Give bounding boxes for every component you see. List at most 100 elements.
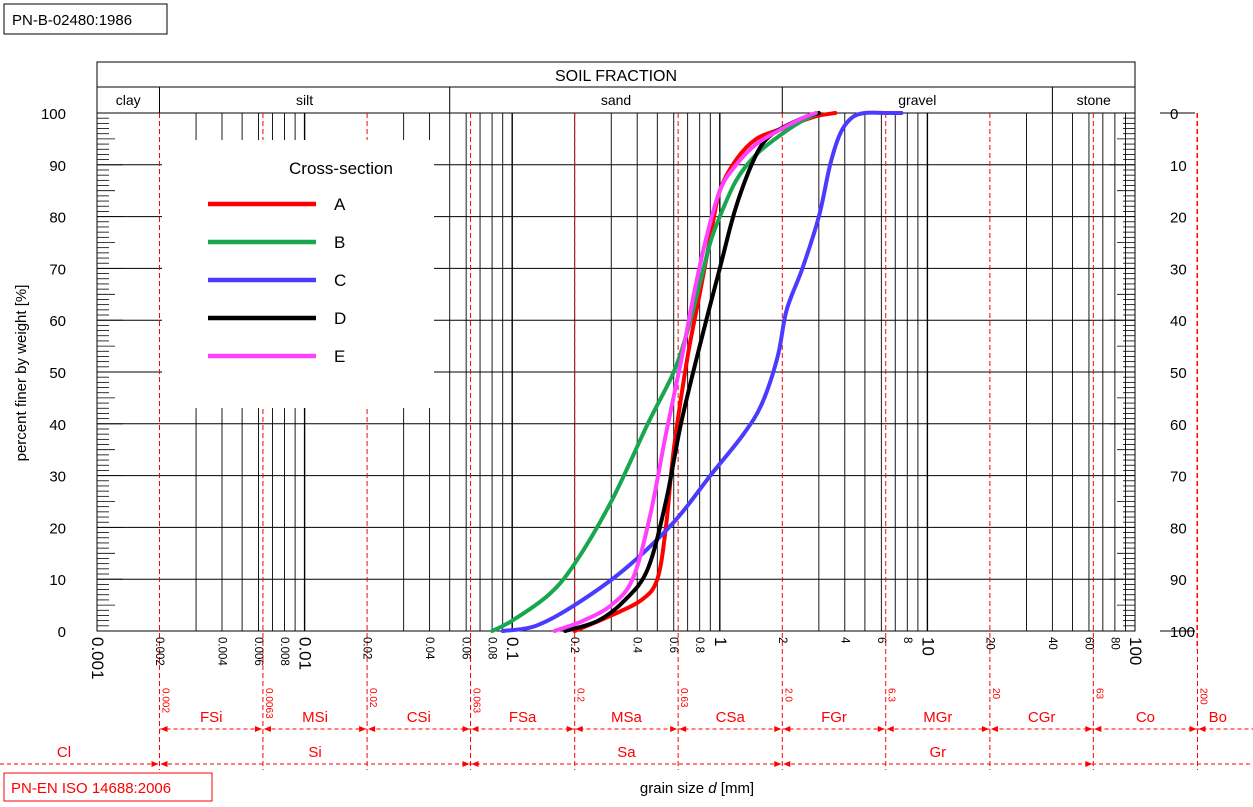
x-tick-label: 0.04: [423, 637, 435, 660]
iso-arrowhead: [679, 726, 687, 732]
x-tick-label: 0.2: [568, 637, 580, 653]
x-axis-title-prefix: grain size: [640, 780, 708, 797]
x-axis-title-suffix: [mm]: [717, 780, 755, 797]
x-tick-label: 0.002: [153, 637, 165, 666]
x-tick-label: 0.06: [460, 637, 472, 659]
x-tick-label: 0.01: [296, 637, 315, 670]
x-tick-label: 0.006: [252, 637, 264, 666]
iso-sub-label-Co: Co: [1136, 709, 1155, 726]
iso-boundary-value: 2.0: [782, 688, 793, 702]
iso-arrowhead: [774, 726, 782, 732]
legend-title: Cross-section: [289, 159, 393, 178]
iso-arrowhead: [1198, 726, 1206, 732]
y-tick-label-left: 90: [49, 158, 66, 175]
x-tick-label: 0.8: [693, 637, 705, 653]
y-tick-label-left: 40: [49, 417, 66, 434]
iso-boundary-value: 0.02: [367, 688, 378, 708]
x-tick-label: 0.004: [215, 637, 227, 666]
iso-boundary-value: 200: [1197, 688, 1208, 705]
x-axis-title-var: d: [708, 780, 717, 797]
iso-arrowhead: [471, 761, 479, 767]
iso-boundary-value: 63: [1093, 688, 1104, 700]
fraction-label-sand: sand: [601, 92, 631, 108]
x-tick-label: 60: [1082, 637, 1094, 650]
axes: 0102030405060708090100100908070605040302…: [41, 106, 1198, 680]
y-tick-label-left: 70: [49, 261, 66, 278]
iso-sub-label-MSi: MSi: [302, 709, 328, 726]
x-tick-label: 80: [1108, 637, 1120, 650]
fraction-label-stone: stone: [1077, 92, 1111, 108]
iso-main-label-Cl: Cl: [57, 744, 71, 761]
x-tick-label: 1: [711, 637, 730, 646]
iso-arrowhead: [1189, 726, 1197, 732]
iso-arrowhead: [263, 726, 271, 732]
fraction-label-gravel: gravel: [898, 92, 936, 108]
legend-label-A: A: [334, 195, 346, 214]
iso-sub-label-CGr: CGr: [1028, 709, 1056, 726]
x-tick-label: 0.001: [88, 637, 107, 680]
x-tick-label: 10: [918, 637, 937, 656]
iso-sub-label-Bo: Bo: [1209, 709, 1227, 726]
iso-arrowhead: [1094, 726, 1102, 732]
y-tick-label-left: 0: [58, 624, 66, 641]
iso-arrowhead: [254, 726, 262, 732]
iso-arrowhead: [981, 726, 989, 732]
y-tick-label-right: 80: [1170, 520, 1187, 537]
iso-arrowhead: [670, 726, 678, 732]
iso-arrowhead: [462, 726, 470, 732]
iso-standard-label: PN-EN ISO 14688:2006: [3, 772, 213, 802]
iso-sub-label-FGr: FGr: [821, 709, 847, 726]
x-tick-label: 6: [875, 637, 887, 643]
iso-arrowhead: [877, 726, 885, 732]
x-tick-label: 0.4: [631, 637, 643, 654]
y-tick-label-right: 100: [1170, 624, 1195, 641]
iso-arrowhead: [886, 726, 894, 732]
iso-boundary-value: 6.3: [886, 688, 897, 702]
fraction-title-box: [96, 61, 1136, 88]
iso-boundary-value: 0.063: [471, 688, 482, 713]
pn-b-standard-text: PN-B-02480:1986: [12, 12, 132, 29]
iso-arrowhead: [462, 761, 470, 767]
legend-box: [162, 140, 434, 408]
y-tick-label-right: 10: [1170, 158, 1187, 175]
iso-main-label-Si: Si: [308, 744, 321, 761]
iso-fraction-table: 0.002 0.0063 0.02 0.063 0.2 0.63 2.0 6.3 20 63 200…: [0, 688, 1253, 767]
legend-label-D: D: [334, 309, 346, 328]
iso-arrowhead: [575, 726, 583, 732]
iso-boundary-value: 0.0063: [263, 688, 274, 719]
iso-arrowhead: [1085, 726, 1093, 732]
iso-boundary-value: 0.63: [678, 688, 689, 708]
fraction-label-clay: clay: [116, 92, 141, 108]
y-axis-title: percent finer by weight [%]: [13, 285, 30, 462]
iso-arrowhead: [368, 726, 376, 732]
iso-arrowhead: [160, 761, 168, 767]
fraction-label-silt: silt: [296, 92, 313, 108]
soil-fraction-header: SOIL FRACTION clay silt sand gravel stone: [96, 61, 1136, 114]
x-tick-label: 0.08: [486, 637, 498, 659]
y-tick-label-left: 10: [49, 572, 66, 589]
fraction-title: SOIL FRACTION: [555, 68, 677, 85]
x-axis-title: grain size d [mm]: [640, 780, 754, 797]
x-tick-label: 8: [901, 637, 913, 643]
iso-sub-label-MGr: MGr: [923, 709, 952, 726]
y-tick-label-left: 50: [49, 365, 66, 382]
iso-sub-label-CSi: CSi: [407, 709, 431, 726]
x-tick-label: 40: [1046, 637, 1058, 650]
iso-arrowhead: [783, 761, 791, 767]
x-tick-label: 20: [983, 637, 995, 650]
y-tick-label-right: 30: [1170, 261, 1187, 278]
y-tick-label-right: 50: [1170, 365, 1187, 382]
y-tick-label-left: 100: [41, 106, 66, 123]
iso-arrowhead: [990, 726, 998, 732]
legend-label-B: B: [334, 233, 345, 252]
y-tick-label-left: 20: [49, 520, 66, 537]
y-tick-label-right: 70: [1170, 469, 1187, 486]
iso-arrowhead: [359, 726, 367, 732]
y-tick-label-right: 40: [1170, 313, 1187, 330]
iso-sub-label-FSa: FSa: [509, 709, 537, 726]
iso-arrowhead: [151, 761, 159, 767]
iso-boundary-value: 20: [990, 688, 1001, 700]
y-tick-label-left: 60: [49, 313, 66, 330]
series-line-E: [552, 111, 818, 633]
